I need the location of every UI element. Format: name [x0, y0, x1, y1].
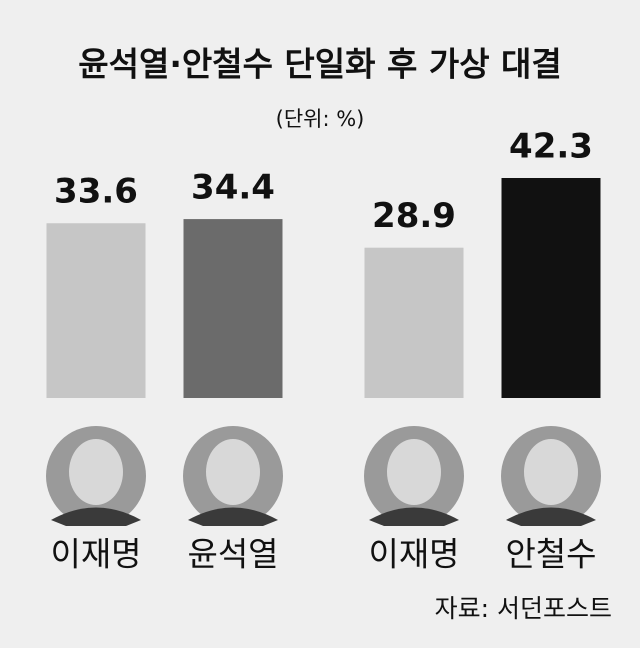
source: 자료: 서던포스트 [435, 594, 612, 623]
data-label: 42.3 [509, 127, 593, 167]
data-label: 33.6 [54, 172, 138, 212]
portrait-face [206, 439, 260, 505]
portrait-body [51, 507, 141, 526]
portrait-face [387, 439, 441, 505]
x-tick-label: 안철수 [505, 535, 596, 574]
portrait-body [506, 507, 596, 526]
bar [501, 178, 601, 398]
bar [364, 247, 464, 398]
portrait-face [69, 439, 123, 505]
portrait-face [524, 439, 578, 505]
chart-title: 윤석열·안철수 단일화 후 가상 대결 [78, 45, 562, 84]
bar [46, 223, 146, 398]
portrait-body [369, 507, 459, 526]
portrait-body [188, 507, 278, 526]
data-label: 34.4 [191, 168, 275, 208]
data-label: 28.9 [372, 196, 456, 236]
chart-subtitle: (단위: %) [276, 107, 365, 131]
x-tick-label: 이재명 [50, 535, 141, 574]
x-tick-label: 윤석열 [187, 535, 278, 574]
x-tick-label: 이재명 [368, 535, 459, 574]
bar [183, 219, 283, 398]
